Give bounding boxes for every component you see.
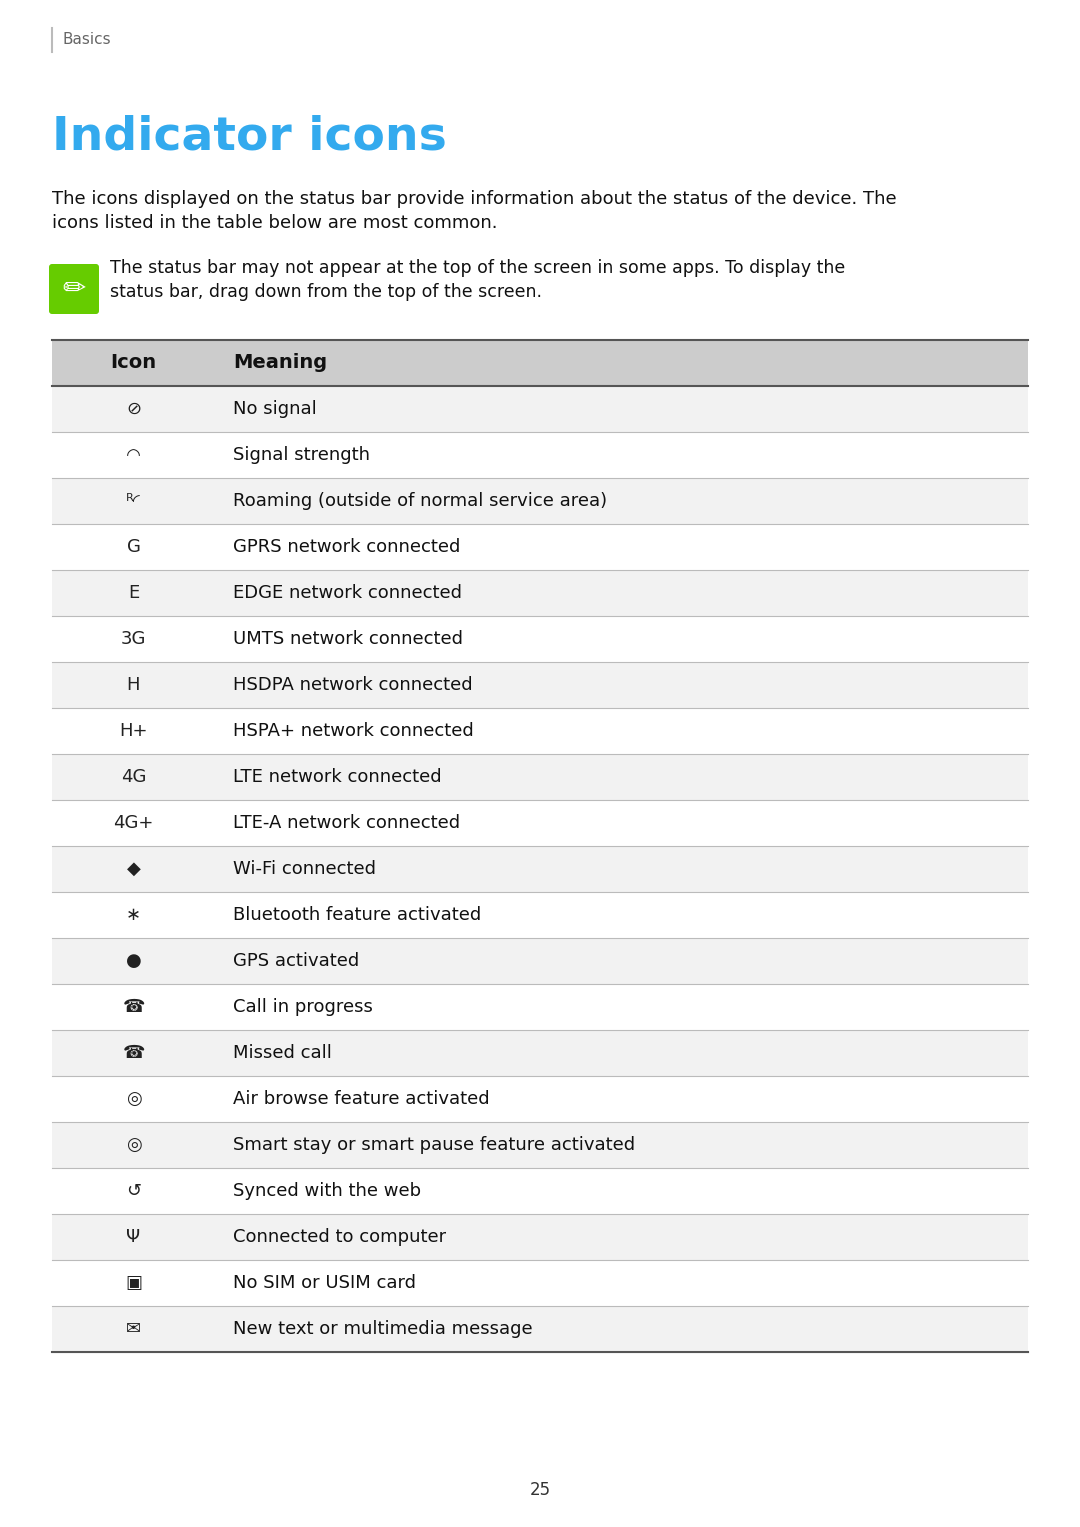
Bar [52, 386, 1028, 432]
Text: GPRS network connected: GPRS network connected [233, 538, 460, 556]
Text: Bluetooth feature activated: Bluetooth feature activated [233, 906, 482, 924]
Text: 3G: 3G [121, 631, 146, 647]
Text: 25: 25 [529, 1481, 551, 1500]
Text: Signal strength: Signal strength [233, 446, 370, 464]
Bar [52, 524, 1028, 570]
Text: ↺: ↺ [126, 1182, 141, 1200]
Text: LTE-A network connected: LTE-A network connected [233, 814, 460, 832]
Text: E: E [127, 583, 139, 602]
Text: icons listed in the table below are most common.: icons listed in the table below are most… [52, 214, 498, 232]
Text: Wi-Fi connected: Wi-Fi connected [233, 860, 376, 878]
Bar [52, 1306, 1028, 1351]
Bar [52, 1168, 1028, 1214]
Bar [52, 1031, 1028, 1077]
Text: ⊘: ⊘ [126, 400, 141, 418]
Text: The status bar may not appear at the top of the screen in some apps. To display : The status bar may not appear at the top… [110, 260, 846, 276]
Text: Meaning: Meaning [233, 353, 327, 373]
Text: ✏: ✏ [63, 275, 85, 302]
Text: Basics: Basics [62, 32, 110, 47]
Text: HSPA+ network connected: HSPA+ network connected [233, 722, 474, 741]
FancyBboxPatch shape [49, 264, 99, 315]
Text: 4G+: 4G+ [113, 814, 153, 832]
Text: ᴿ◜: ᴿ◜ [126, 492, 140, 510]
Text: HSDPA network connected: HSDPA network connected [233, 676, 473, 693]
Text: The icons displayed on the status bar provide information about the status of th: The icons displayed on the status bar pr… [52, 189, 896, 208]
Text: ●: ● [125, 951, 141, 970]
Text: H: H [126, 676, 140, 693]
Text: ☎: ☎ [122, 1044, 145, 1061]
Bar [52, 800, 1028, 846]
Bar [52, 754, 1028, 800]
Text: Roaming (outside of normal service area): Roaming (outside of normal service area) [233, 492, 607, 510]
Text: 4G: 4G [121, 768, 146, 786]
Bar [52, 938, 1028, 983]
Text: New text or multimedia message: New text or multimedia message [233, 1319, 532, 1338]
Text: LTE network connected: LTE network connected [233, 768, 442, 786]
Text: ◜◝: ◜◝ [126, 446, 140, 464]
Text: Icon: Icon [110, 353, 157, 373]
Bar [52, 615, 1028, 663]
Bar [52, 663, 1028, 709]
Text: ◆: ◆ [126, 860, 140, 878]
Text: G: G [126, 538, 140, 556]
Text: Synced with the web: Synced with the web [233, 1182, 421, 1200]
Bar [52, 892, 1028, 938]
Text: Missed call: Missed call [233, 1044, 332, 1061]
Text: Air browse feature activated: Air browse feature activated [233, 1090, 489, 1109]
Bar [52, 478, 1028, 524]
Bar [52, 1214, 1028, 1260]
Text: ◎: ◎ [125, 1136, 141, 1154]
Bar [52, 1077, 1028, 1122]
Bar [52, 432, 1028, 478]
Text: Connected to computer: Connected to computer [233, 1228, 446, 1246]
Text: Ψ: Ψ [126, 1228, 140, 1246]
Bar [52, 1260, 1028, 1306]
Text: status bar, drag down from the top of the screen.: status bar, drag down from the top of th… [110, 282, 542, 301]
Text: ◎: ◎ [125, 1090, 141, 1109]
Text: ∗: ∗ [126, 906, 141, 924]
Bar [52, 570, 1028, 615]
Bar [52, 846, 1028, 892]
Bar [52, 341, 1028, 386]
Text: ▣: ▣ [125, 1274, 141, 1292]
Bar [52, 709, 1028, 754]
Bar [52, 1122, 1028, 1168]
Text: No SIM or USIM card: No SIM or USIM card [233, 1274, 416, 1292]
Text: EDGE network connected: EDGE network connected [233, 583, 462, 602]
Text: Indicator icons: Indicator icons [52, 115, 447, 160]
Text: ☎: ☎ [122, 999, 145, 1015]
Bar [52, 983, 1028, 1031]
Text: H+: H+ [119, 722, 148, 741]
Text: Call in progress: Call in progress [233, 999, 373, 1015]
Text: UMTS network connected: UMTS network connected [233, 631, 463, 647]
Text: Smart stay or smart pause feature activated: Smart stay or smart pause feature activa… [233, 1136, 635, 1154]
Text: ✉: ✉ [126, 1319, 141, 1338]
Text: GPS activated: GPS activated [233, 951, 360, 970]
Text: No signal: No signal [233, 400, 316, 418]
